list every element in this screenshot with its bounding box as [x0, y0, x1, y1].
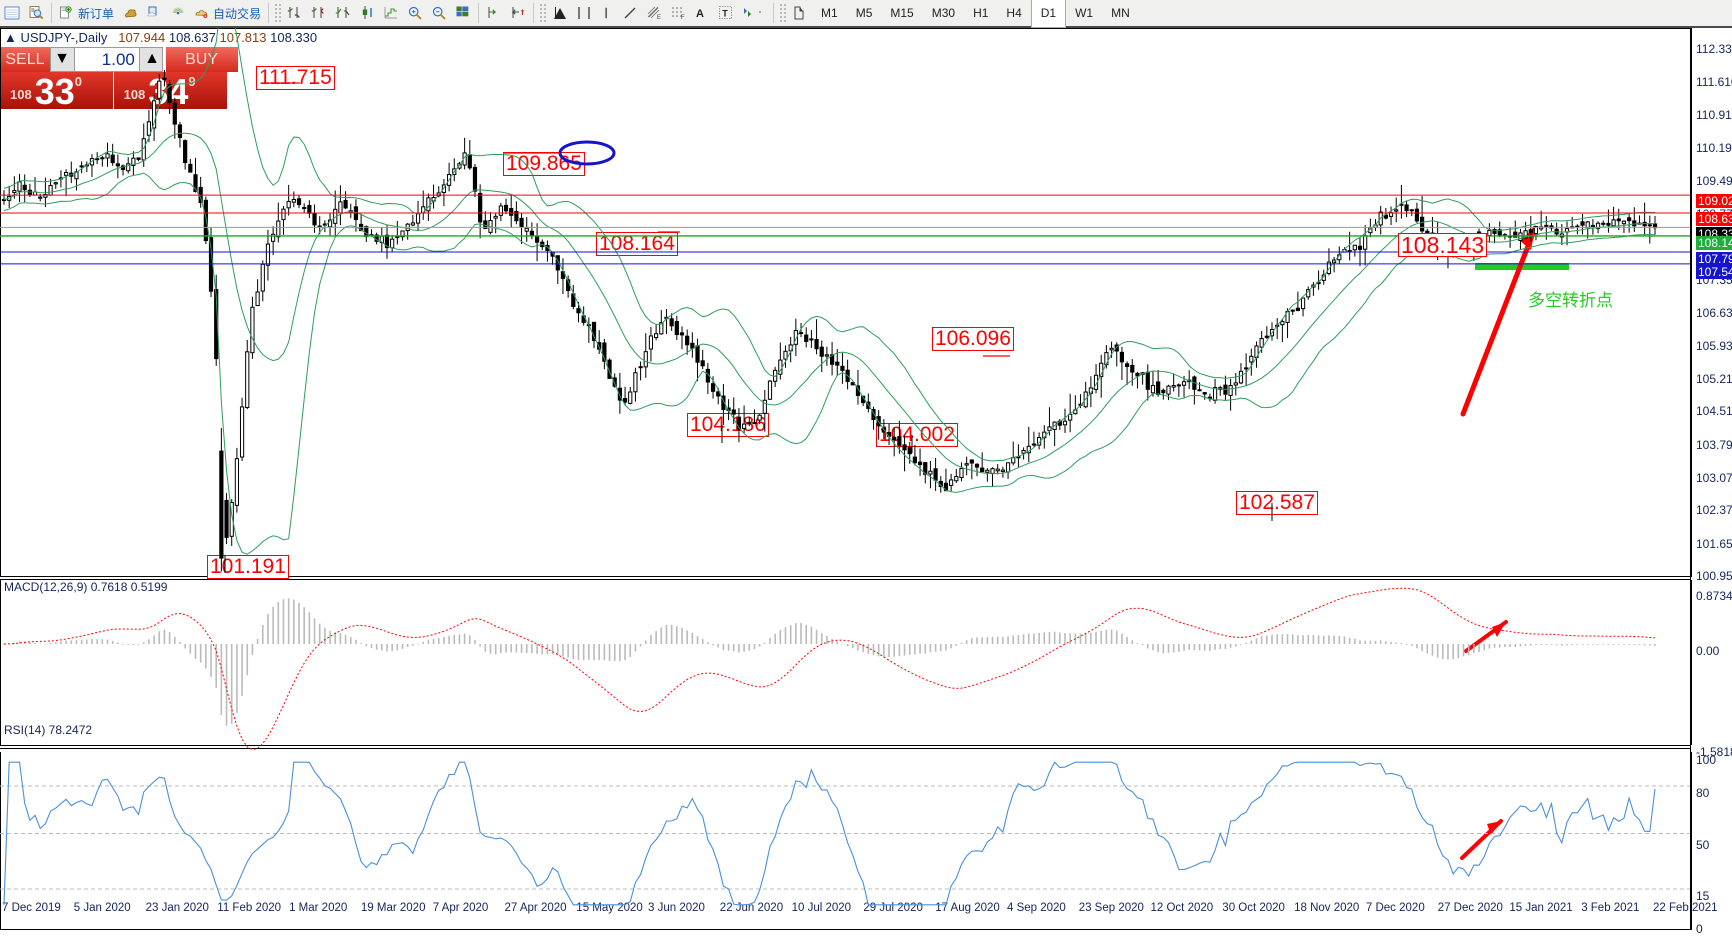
svg-text:E: E	[657, 15, 661, 21]
svg-text:T: T	[722, 9, 728, 19]
svg-text:F: F	[681, 15, 685, 21]
svg-text:A: A	[696, 8, 704, 20]
